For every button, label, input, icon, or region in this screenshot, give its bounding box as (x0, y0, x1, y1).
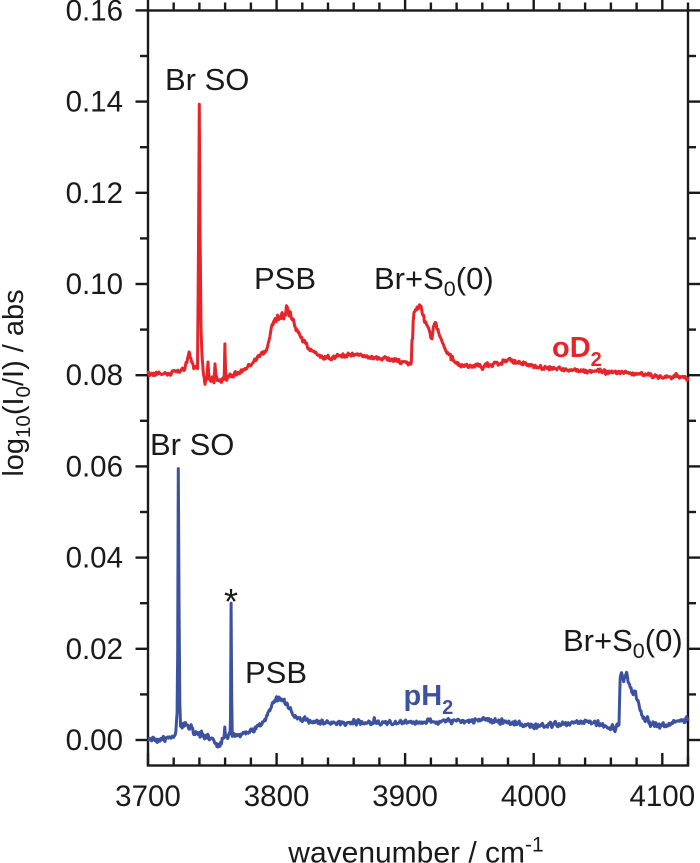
svg-text:0.04: 0.04 (66, 542, 123, 575)
svg-text:0.06: 0.06 (66, 450, 123, 483)
svg-text:3700: 3700 (115, 780, 181, 813)
svg-text:0.14: 0.14 (66, 86, 123, 119)
svg-text:PSB: PSB (245, 655, 307, 690)
svg-text:Br SO: Br SO (150, 427, 234, 462)
svg-text:4100: 4100 (629, 780, 695, 813)
svg-text:Br+S0(0): Br+S0(0) (563, 623, 683, 663)
svg-text:Br SO: Br SO (165, 62, 249, 97)
svg-text:0.00: 0.00 (66, 724, 123, 757)
svg-text:3800: 3800 (244, 780, 310, 813)
svg-text:Br+S0(0): Br+S0(0) (374, 261, 494, 301)
svg-text:PSB: PSB (254, 261, 316, 296)
svg-text:log10(I0/I) / abs: log10(I0/I) / abs (0, 289, 35, 476)
svg-text:4000: 4000 (501, 780, 567, 813)
svg-text:0.16: 0.16 (66, 0, 123, 27)
svg-text:0.10: 0.10 (66, 268, 123, 301)
svg-text:3900: 3900 (372, 780, 438, 813)
svg-text:0.08: 0.08 (66, 359, 123, 392)
svg-text:0.02: 0.02 (66, 633, 123, 666)
svg-text:*: * (224, 581, 238, 622)
svg-text:0.12: 0.12 (66, 177, 123, 210)
svg-text:wavenumber / cm-1: wavenumber / cm-1 (287, 834, 543, 863)
